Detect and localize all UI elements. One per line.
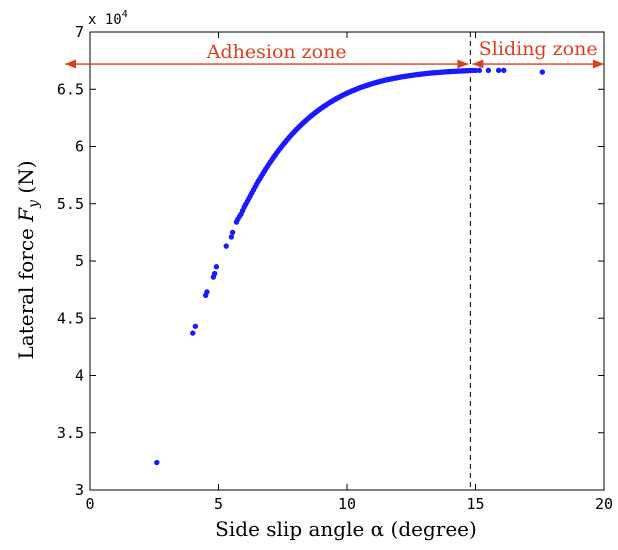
y-tick-label: 7 bbox=[75, 23, 84, 41]
data-point bbox=[213, 264, 220, 270]
y-axis-label-subscript: y bbox=[26, 199, 42, 209]
data-points bbox=[154, 67, 546, 466]
data-point bbox=[472, 67, 479, 74]
y-axis-label-prefix: Lateral force bbox=[14, 222, 38, 360]
adhesion-arrow-head-left bbox=[65, 59, 76, 69]
y-tick-label: 5.5 bbox=[57, 195, 84, 213]
data-point bbox=[223, 243, 229, 249]
y-tick-label: 3 bbox=[75, 481, 84, 499]
data-point bbox=[211, 270, 218, 277]
y-tick-label: 6.5 bbox=[57, 80, 84, 98]
data-point bbox=[485, 67, 492, 74]
x-tick-label: 20 bbox=[595, 495, 613, 513]
x-tick-label: 15 bbox=[466, 495, 484, 513]
y-axis-label-suffix: (N) bbox=[14, 161, 38, 200]
x-axis-label: Side slip angle α (degree) bbox=[215, 517, 477, 541]
sliding-arrow-head-left bbox=[472, 59, 484, 69]
data-point bbox=[228, 234, 235, 240]
y-tick-label: 5 bbox=[75, 252, 84, 270]
data-point bbox=[476, 67, 483, 74]
data-point bbox=[190, 330, 196, 336]
adhesion-arrow-head-right bbox=[457, 59, 469, 69]
y-axis-exponent: x 104 bbox=[88, 9, 128, 28]
data-point bbox=[495, 67, 502, 74]
data-point bbox=[229, 229, 236, 236]
x-tick-label: 10 bbox=[338, 495, 356, 513]
data-point bbox=[192, 323, 199, 329]
y-tick-label: 4 bbox=[75, 367, 84, 385]
adhesion-zone-label: Adhesion zone bbox=[206, 41, 347, 63]
data-point bbox=[204, 289, 210, 295]
x-tick-label: 5 bbox=[214, 495, 223, 513]
y-axis-ticks bbox=[90, 31, 604, 491]
y-tick-label: 3.5 bbox=[57, 424, 84, 442]
sliding-arrow-head-right bbox=[593, 59, 604, 69]
y-tick-label: 4.5 bbox=[57, 309, 84, 327]
y-axis-exponent-base: x 10 bbox=[88, 12, 122, 28]
data-point bbox=[154, 459, 160, 466]
data-point bbox=[501, 67, 507, 74]
y-axis-tick-labels: 3 3.5 4 4.5 5 5.5 6 6.5 7 bbox=[57, 23, 84, 499]
y-axis-label: Lateral force Fy (N) bbox=[14, 161, 42, 360]
y-axis-exponent-power: 4 bbox=[122, 9, 128, 20]
x-axis-ticks bbox=[89, 32, 605, 490]
x-tick-label: 0 bbox=[85, 495, 94, 513]
data-point bbox=[539, 69, 546, 75]
x-axis-tick-labels: 0 5 10 15 20 bbox=[85, 495, 613, 513]
zone-annotation-arrows bbox=[65, 59, 604, 69]
sliding-zone-label: Sliding zone bbox=[479, 38, 598, 60]
y-axis-label-symbol: F bbox=[14, 207, 38, 223]
y-tick-label: 6 bbox=[75, 138, 84, 156]
